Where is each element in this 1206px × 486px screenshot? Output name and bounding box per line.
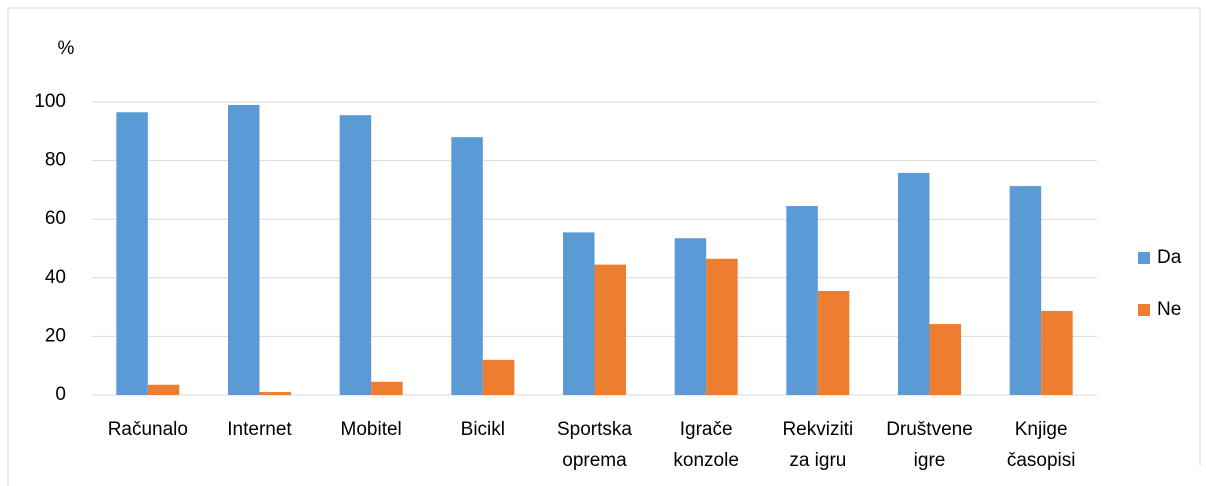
y-tick-label: 20 (45, 325, 66, 346)
chart-border (7, 7, 1201, 486)
x-tick-label: Rekviziti za igru (782, 419, 853, 471)
bar (339, 115, 372, 395)
bar (817, 290, 850, 395)
y-tick-label: 40 (45, 267, 66, 288)
legend-label: Da (1157, 247, 1182, 268)
legend-swatch (1138, 252, 1150, 264)
bar (706, 258, 738, 395)
bar (674, 238, 707, 395)
bar (563, 232, 595, 395)
y-tick-label: 100 (34, 91, 66, 112)
bar (1009, 186, 1042, 395)
x-tick-label: Sportska oprema (557, 419, 632, 471)
legend-swatch (1138, 304, 1150, 316)
bar (147, 384, 180, 395)
bar (228, 104, 260, 396)
x-tick-label: Igrače konzole (673, 419, 739, 471)
x-tick-label: Internet (227, 419, 292, 440)
x-tick-label: Društvene igre (886, 419, 973, 471)
bar (786, 206, 818, 395)
bar (482, 359, 515, 395)
y-tick-label: 80 (45, 150, 66, 171)
x-tick-label: Bicikl (461, 419, 505, 440)
bar (898, 172, 930, 395)
x-tick-label: Računalo (108, 419, 188, 440)
bar (259, 392, 291, 395)
x-tick-label: Knjige časopisi (1007, 419, 1076, 471)
y-tick-label: 60 (45, 208, 66, 229)
x-tick-label: Mobitel (341, 419, 402, 440)
bar (1041, 310, 1073, 395)
y-axis-label: % (58, 38, 75, 59)
bar (594, 264, 626, 395)
y-tick-label: 0 (55, 384, 66, 405)
legend-label: Ne (1157, 299, 1181, 320)
bar (929, 324, 961, 395)
bar (371, 381, 403, 395)
bar (451, 137, 483, 395)
bar (116, 112, 148, 395)
